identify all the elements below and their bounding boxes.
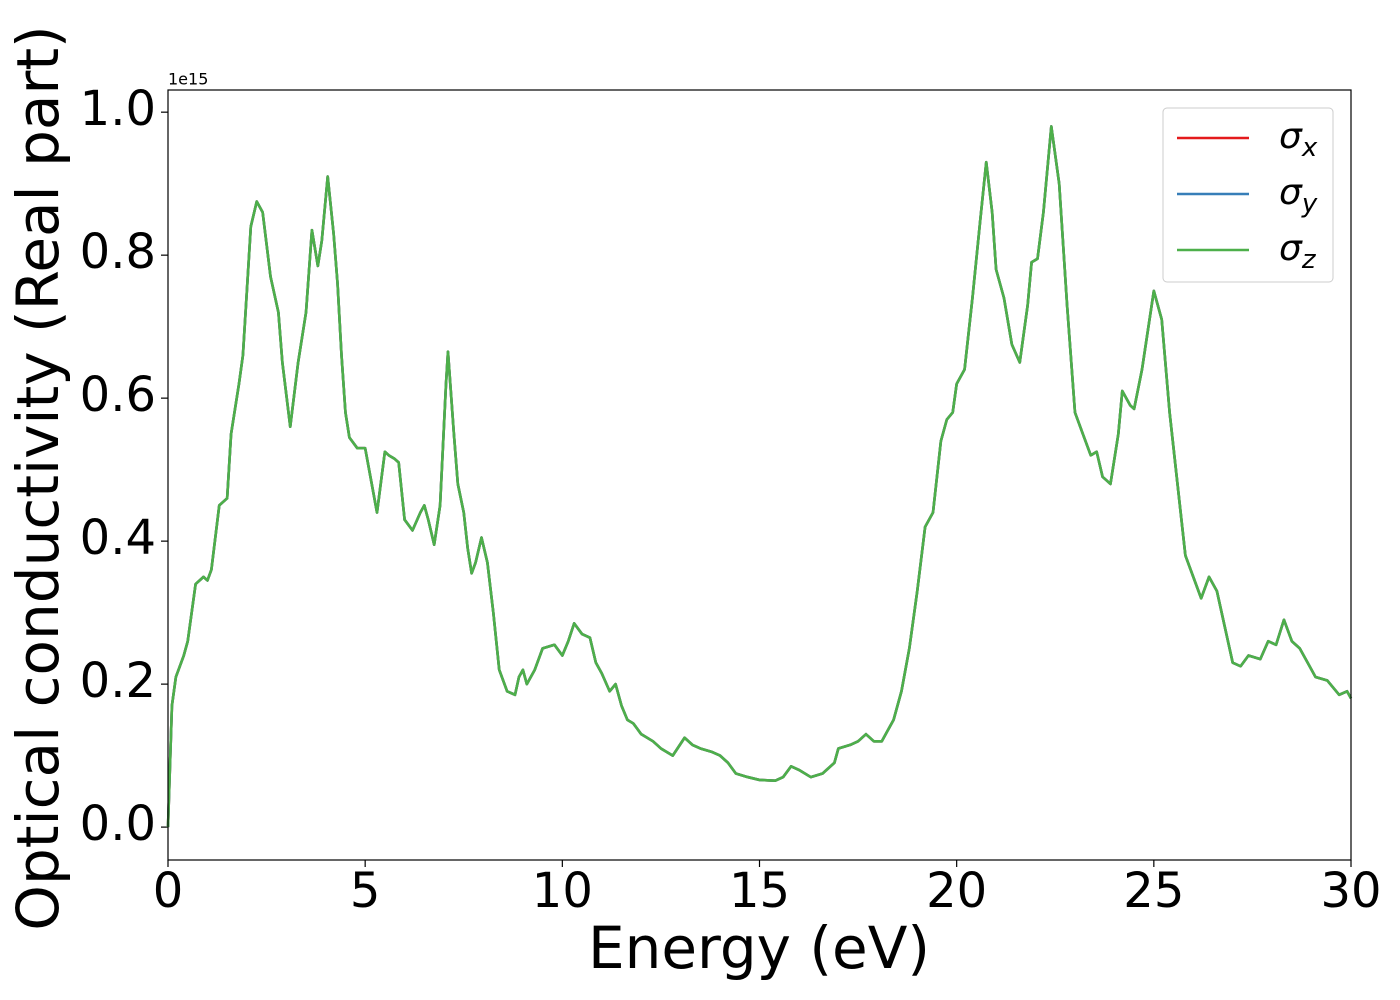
y-tick-label: 0.2 bbox=[80, 653, 156, 709]
legend-label: σx bbox=[1279, 116, 1318, 163]
x-tick-label: 30 bbox=[1320, 863, 1381, 919]
x-tick-label: 25 bbox=[1123, 863, 1184, 919]
plot-frame bbox=[167, 89, 1352, 861]
x-tick-label: 5 bbox=[350, 863, 381, 919]
y-tick-label: 0.4 bbox=[80, 510, 156, 566]
y-tick-label: 0.0 bbox=[80, 796, 156, 852]
x-axis-label: Energy (eV) bbox=[588, 914, 930, 982]
legend: σx σy σz bbox=[1162, 107, 1334, 283]
legend-label: σz bbox=[1279, 228, 1317, 275]
x-tick-label: 15 bbox=[729, 863, 790, 919]
x-tick-label: 10 bbox=[532, 863, 593, 919]
y-tick-label: 0.6 bbox=[80, 367, 156, 423]
offset-text: 1e15 bbox=[168, 70, 208, 89]
y-tick-label: 0.8 bbox=[80, 224, 156, 280]
series-line bbox=[166, 125, 1353, 828]
legend-label: σy bbox=[1279, 172, 1318, 219]
y-axis-label: Optical conductivity (Real part) bbox=[4, 25, 72, 930]
x-tick-label: 0 bbox=[153, 863, 184, 919]
x-tick-label: 20 bbox=[926, 863, 987, 919]
y-tick-label: 1.0 bbox=[80, 81, 156, 137]
